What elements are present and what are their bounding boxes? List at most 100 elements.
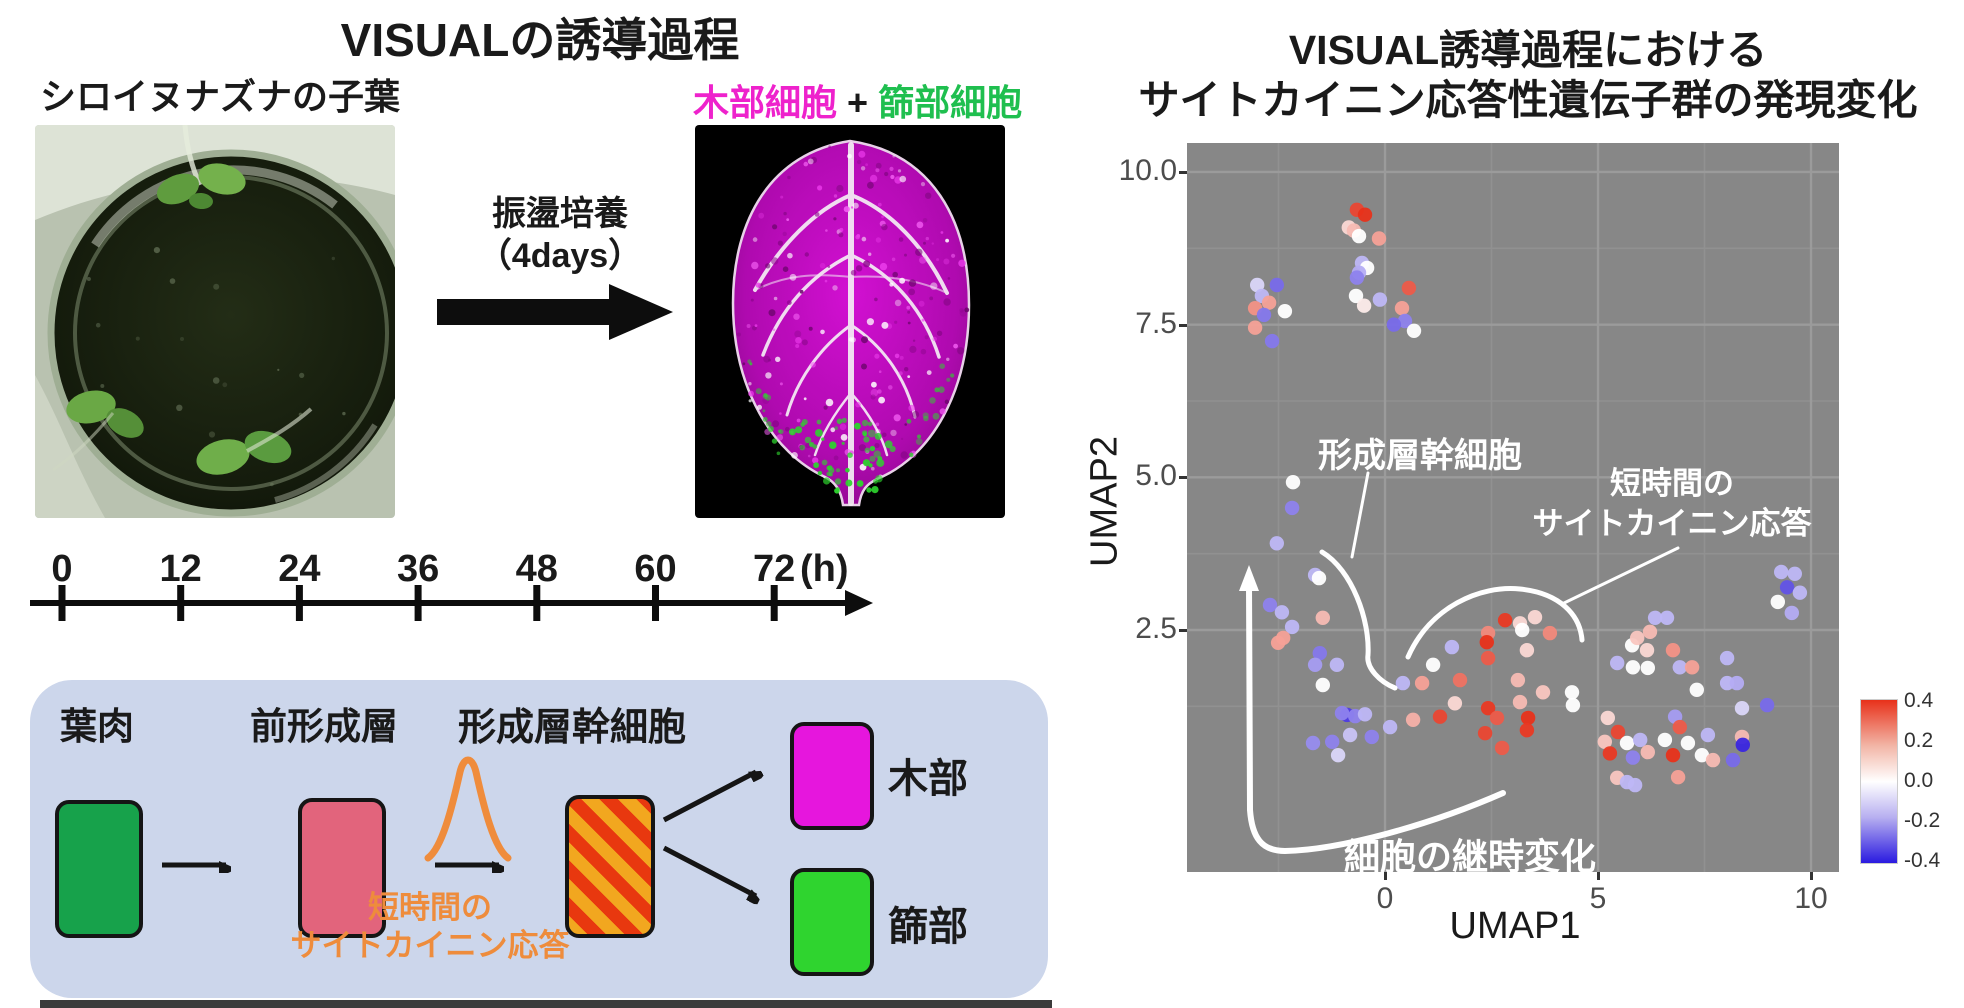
- data-point: [1305, 735, 1321, 751]
- data-point: [1542, 625, 1558, 641]
- y-tick-label: 7.5: [1135, 306, 1177, 340]
- annotation-trajectory: 細胞の継時変化: [1343, 836, 1596, 877]
- data-point: [1325, 734, 1340, 749]
- phloem-cells-texture: [747, 359, 955, 494]
- data-point: [1401, 280, 1417, 296]
- timeline-tick-label: 60: [634, 548, 677, 590]
- y-tick-mark: [1179, 170, 1187, 174]
- data-point: [1689, 682, 1704, 697]
- bottom-edge-strip: [40, 1000, 1052, 1008]
- data-point: [1349, 270, 1365, 285]
- data-point: [1519, 643, 1535, 658]
- timeline-axis: [30, 585, 873, 621]
- data-point: [1640, 660, 1655, 676]
- x-tick-label: 10: [1794, 882, 1828, 915]
- petri-dish-image: [35, 125, 395, 518]
- colorbar-tick-label: -0.4: [1904, 849, 1941, 872]
- data-point: [1452, 672, 1468, 688]
- left-figure-title: VISUALの誘導過程: [340, 14, 740, 66]
- data-point: [1480, 701, 1496, 716]
- incubation-label-line2: （4days）: [477, 237, 643, 275]
- leaf-image: [695, 125, 1005, 518]
- data-point: [1432, 709, 1448, 724]
- data-point: [1269, 536, 1284, 551]
- right-figure-title-line1: VISUAL誘導過程における: [1288, 27, 1768, 73]
- xylem-cells-label: 木部細胞: [693, 82, 838, 123]
- data-point: [1425, 657, 1441, 672]
- data-point: [1315, 677, 1330, 693]
- data-point: [1642, 624, 1658, 639]
- big-right-arrow: [437, 284, 673, 340]
- data-point: [1684, 660, 1700, 675]
- data-point: [1477, 726, 1493, 741]
- data-point: [1394, 301, 1410, 316]
- cambium-stem-cell-label: 形成層幹細胞: [458, 707, 687, 749]
- data-point: [1406, 323, 1422, 338]
- data-point: [1779, 580, 1795, 595]
- data-point: [1597, 734, 1612, 749]
- data-point: [1700, 727, 1716, 743]
- procambium-box: [298, 798, 386, 938]
- data-point: [1264, 333, 1280, 349]
- x-tick-mark: [1597, 872, 1600, 880]
- timeline-tick-label: 24: [278, 548, 321, 590]
- data-point: [1274, 605, 1290, 620]
- data-point: [1351, 228, 1367, 244]
- mesophyll-label: 葉肉: [60, 706, 134, 747]
- data-point: [1657, 732, 1673, 748]
- plus-sign: +: [847, 82, 869, 123]
- data-point: [1519, 723, 1535, 738]
- colorbar: [1860, 699, 1898, 864]
- data-point: [1447, 696, 1463, 711]
- data-point: [1270, 635, 1286, 650]
- data-point: [1250, 277, 1265, 293]
- dish-texture: [86, 247, 346, 487]
- y-axis-title: UMAP2: [1083, 436, 1126, 567]
- data-point: [1633, 732, 1648, 748]
- timeline-tick-label: 72: [753, 548, 796, 590]
- cytokinin-pulse-curve: [424, 756, 512, 862]
- y-tick-mark: [1179, 476, 1187, 480]
- phloem-box: [790, 868, 874, 976]
- y-tick-label: 2.5: [1135, 612, 1177, 645]
- timeline-unit: (h): [800, 548, 849, 590]
- data-point: [1672, 660, 1687, 675]
- data-point: [1565, 697, 1581, 713]
- colorbar-tick-label: -0.2: [1904, 809, 1941, 832]
- data-point: [1480, 650, 1496, 666]
- arrow-stemcell-to-xylem: [662, 769, 756, 823]
- cytokinin-note-line2: サイトカイニン応答: [290, 928, 570, 963]
- data-point: [1284, 619, 1300, 635]
- data-point: [1520, 710, 1536, 726]
- y-tick-mark: [1179, 323, 1187, 327]
- data-point: [1307, 657, 1323, 672]
- data-point: [1625, 660, 1641, 675]
- data-point: [1659, 610, 1675, 625]
- stem-cell-box: [565, 795, 655, 938]
- data-point: [1647, 610, 1663, 625]
- data-point: [1640, 744, 1655, 760]
- x-tick-label: 0: [1376, 882, 1394, 915]
- data-point: [1315, 610, 1330, 625]
- data-point: [1356, 298, 1372, 313]
- data-point: [1600, 710, 1615, 726]
- data-point: [1277, 304, 1293, 319]
- data-point: [1719, 650, 1735, 666]
- y-tick-label: 10.0: [1118, 153, 1177, 187]
- data-point: [1510, 672, 1526, 688]
- colorbar-tick-label: 0.0: [1904, 769, 1934, 792]
- phloem-label: 篩部: [888, 905, 968, 949]
- timeline-tick-label: 36: [396, 548, 440, 590]
- annotation-curves: [1239, 471, 1680, 855]
- annotation-cytokinin-line2: サイトカイニン応答: [1532, 506, 1812, 541]
- timeline-tick-label: 12: [159, 548, 202, 590]
- trajectory-arrowhead: [1239, 565, 1259, 591]
- data-point: [1497, 613, 1513, 628]
- data-point: [1639, 643, 1655, 658]
- data-point: [1311, 570, 1327, 586]
- data-point: [1330, 748, 1346, 763]
- data-point: [1784, 605, 1799, 621]
- data-point: [1694, 748, 1710, 763]
- phloem-cells-label: 篩部細胞: [878, 82, 1023, 123]
